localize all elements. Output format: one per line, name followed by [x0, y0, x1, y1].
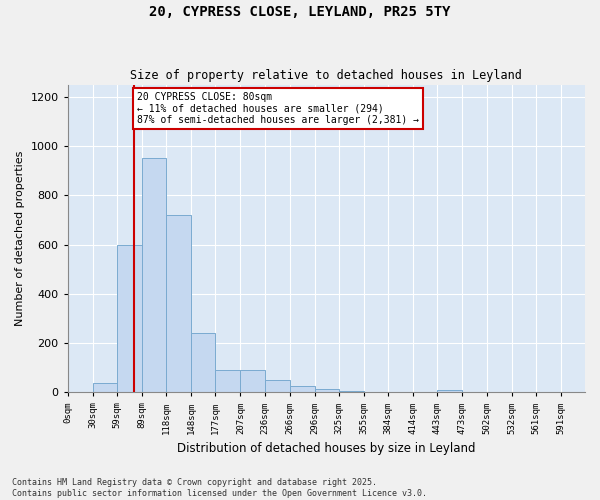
- Text: Contains HM Land Registry data © Crown copyright and database right 2025.
Contai: Contains HM Land Registry data © Crown c…: [12, 478, 427, 498]
- Bar: [314, 388, 339, 392]
- Bar: [215, 370, 241, 392]
- Bar: [142, 158, 166, 392]
- Bar: [166, 215, 191, 392]
- Bar: [191, 334, 215, 392]
- Bar: [241, 370, 265, 392]
- Bar: [93, 382, 117, 392]
- X-axis label: Distribution of detached houses by size in Leyland: Distribution of detached houses by size …: [177, 442, 476, 455]
- Title: Size of property relative to detached houses in Leyland: Size of property relative to detached ho…: [130, 69, 522, 82]
- Bar: [117, 245, 142, 392]
- Bar: [437, 390, 463, 392]
- Bar: [290, 386, 314, 392]
- Text: 20 CYPRESS CLOSE: 80sqm
← 11% of detached houses are smaller (294)
87% of semi-d: 20 CYPRESS CLOSE: 80sqm ← 11% of detache…: [137, 92, 419, 125]
- Y-axis label: Number of detached properties: Number of detached properties: [15, 151, 25, 326]
- Bar: [265, 380, 290, 392]
- Text: 20, CYPRESS CLOSE, LEYLAND, PR25 5TY: 20, CYPRESS CLOSE, LEYLAND, PR25 5TY: [149, 5, 451, 19]
- Bar: [339, 391, 364, 392]
